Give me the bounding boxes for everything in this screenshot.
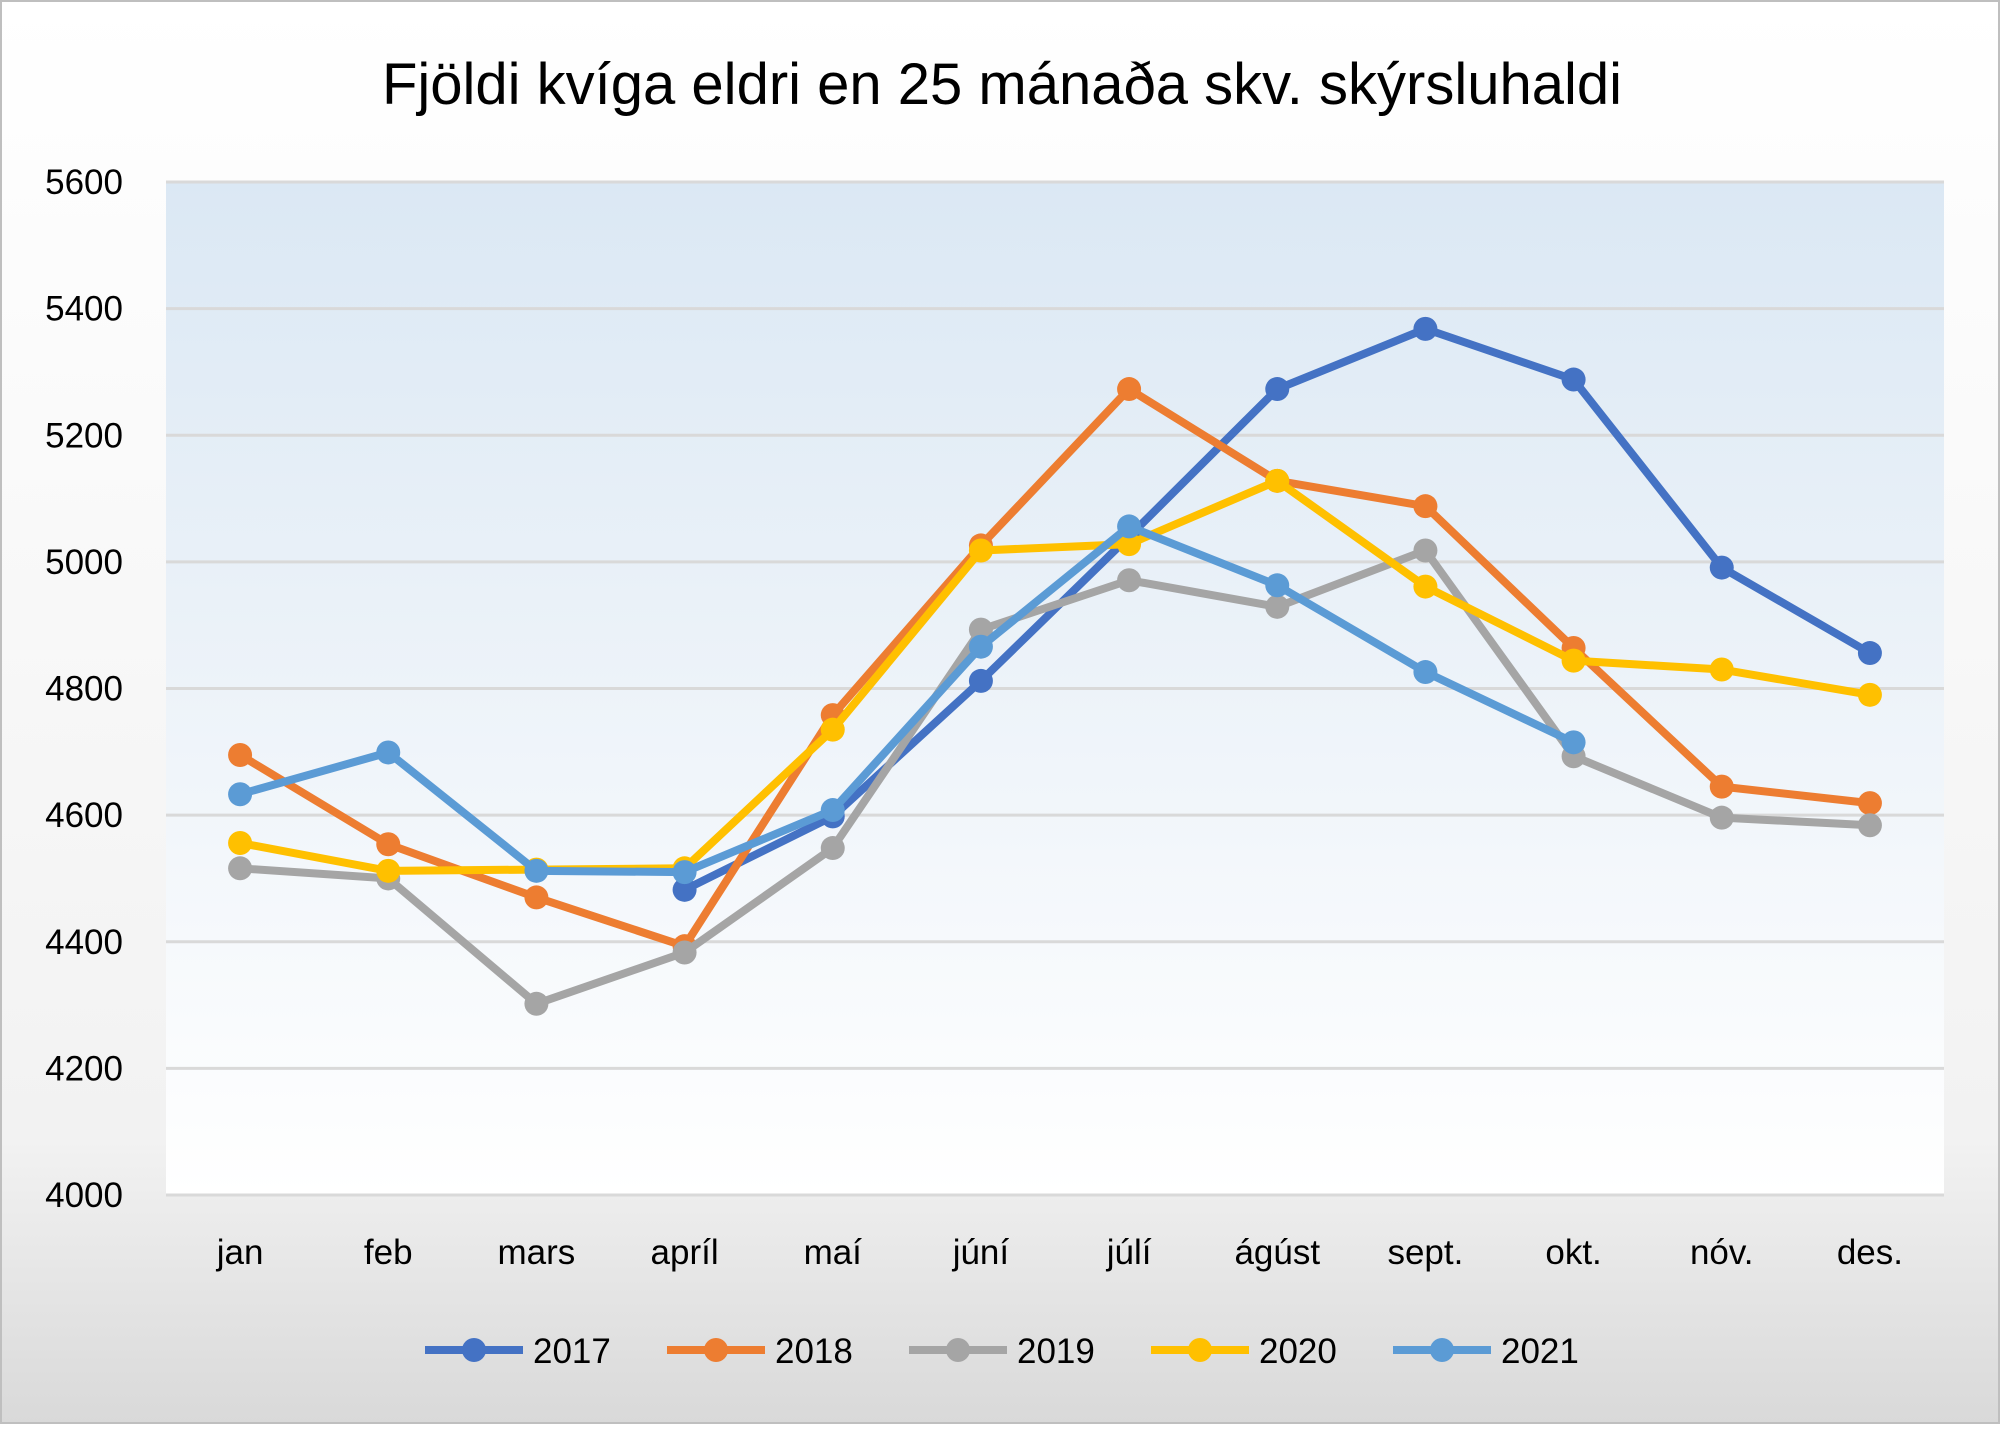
x-tick-label: ágúst	[1234, 1233, 1320, 1272]
data-point	[1265, 594, 1290, 619]
y-tick-label: 4800	[45, 670, 123, 709]
data-point	[820, 798, 845, 823]
data-point	[1413, 316, 1438, 341]
data-point	[228, 742, 253, 767]
x-tick-label: apríl	[651, 1233, 719, 1272]
data-point	[1117, 377, 1142, 402]
data-point	[1265, 468, 1290, 493]
data-point	[1117, 568, 1142, 593]
data-point	[820, 717, 845, 742]
data-point	[1265, 573, 1290, 598]
y-tick-label: 4200	[45, 1049, 123, 1088]
data-point	[1413, 494, 1438, 519]
y-tick-label: 5600	[45, 163, 123, 202]
data-point	[524, 858, 549, 883]
data-point	[1857, 682, 1882, 707]
data-point	[376, 832, 401, 857]
series-line	[236, 546, 1874, 1008]
data-point	[1709, 774, 1734, 799]
data-point	[1413, 574, 1438, 599]
legend-item-2017: 2017	[425, 1332, 611, 1371]
data-point	[1413, 660, 1438, 685]
data-point	[820, 836, 845, 861]
data-point	[376, 858, 401, 883]
data-point	[1709, 657, 1734, 682]
legend-item-2019: 2019	[909, 1332, 1095, 1371]
x-tick-label: jan	[216, 1233, 264, 1272]
data-point	[1413, 538, 1438, 563]
data-point	[228, 782, 253, 807]
legend-marker	[704, 1338, 728, 1362]
data-point	[228, 856, 253, 881]
x-tick-label: mars	[498, 1233, 576, 1272]
data-point	[1857, 791, 1882, 816]
data-point	[1709, 805, 1734, 830]
data-point	[376, 740, 401, 765]
series-line	[236, 385, 1874, 951]
legend-label: 2018	[775, 1332, 853, 1371]
legend-item-2021: 2021	[1393, 1332, 1579, 1371]
series-line	[236, 522, 1578, 877]
series-line	[236, 476, 1874, 875]
legend-marker	[1430, 1338, 1454, 1362]
legend-label: 2019	[1017, 1332, 1095, 1371]
series-2020	[228, 468, 1882, 883]
y-tick-label: 5400	[45, 290, 123, 329]
data-point	[1117, 514, 1142, 539]
data-point	[1561, 648, 1586, 673]
data-point	[524, 991, 549, 1016]
legend-label: 2020	[1259, 1332, 1337, 1371]
data-point	[968, 668, 993, 693]
data-point	[1709, 555, 1734, 580]
data-point	[672, 877, 697, 902]
y-tick-label: 5200	[45, 416, 123, 455]
x-tick-label: okt.	[1545, 1233, 1601, 1272]
data-point	[1265, 377, 1290, 402]
x-tick-label: feb	[364, 1233, 413, 1272]
data-point	[1561, 367, 1586, 392]
data-point	[672, 860, 697, 885]
data-point	[1857, 641, 1882, 666]
data-point	[968, 538, 993, 563]
data-point	[524, 885, 549, 910]
legend-marker	[462, 1338, 486, 1362]
data-point	[1857, 813, 1882, 838]
legend-marker	[946, 1338, 970, 1362]
data-point	[1561, 730, 1586, 755]
series-2018	[228, 377, 1882, 959]
data-point	[672, 940, 697, 965]
series-2021	[228, 514, 1586, 885]
legend-label: 2017	[533, 1332, 611, 1371]
y-tick-label: 5000	[45, 543, 123, 582]
legend-item-2018: 2018	[667, 1332, 853, 1371]
legend-item-2020: 2020	[1151, 1332, 1337, 1371]
x-tick-label: maí	[804, 1233, 863, 1272]
x-tick-label: des.	[1837, 1233, 1903, 1272]
legend-marker	[1188, 1338, 1212, 1362]
data-point	[968, 617, 993, 642]
data-point	[228, 830, 253, 855]
y-tick-label: 4000	[45, 1176, 123, 1215]
y-tick-label: 4400	[45, 923, 123, 962]
x-tick-label: sept.	[1387, 1233, 1463, 1272]
y-tick-label: 4600	[45, 796, 123, 835]
data-point	[968, 634, 993, 659]
chart-title: Fjöldi kvíga eldri en 25 mánaða skv. ský…	[382, 52, 1622, 117]
x-tick-label: júní	[952, 1233, 1010, 1272]
data-point	[1117, 532, 1142, 557]
legend-label: 2021	[1501, 1332, 1579, 1371]
x-tick-label: nóv.	[1690, 1233, 1754, 1272]
x-tick-label: júlí	[1106, 1233, 1152, 1272]
